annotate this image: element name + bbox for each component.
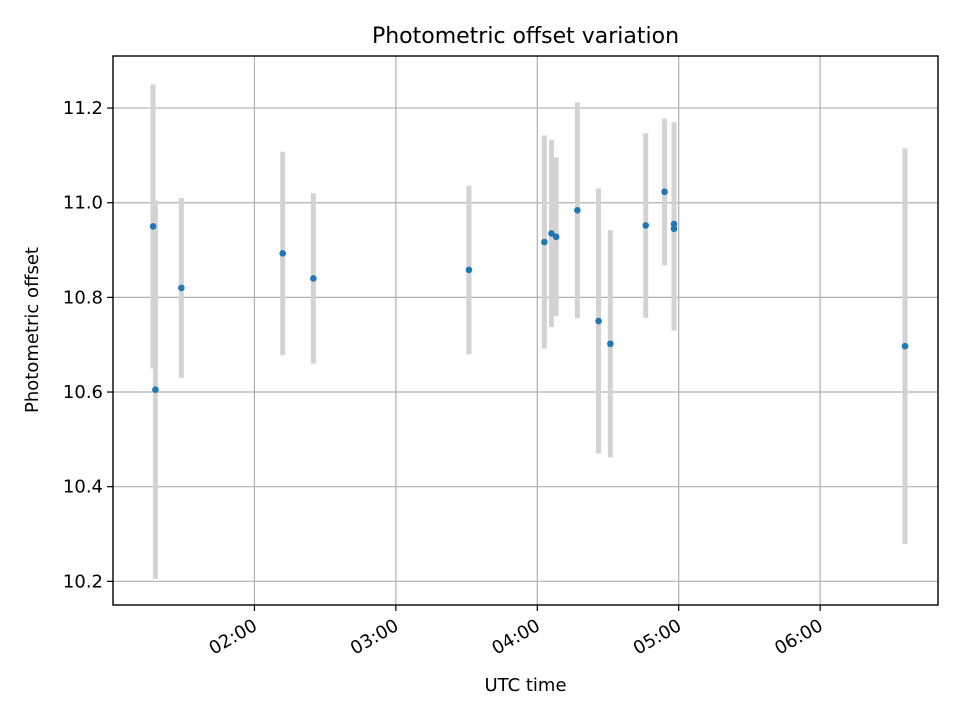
y-tick-label: 10.8	[63, 287, 103, 308]
data-point	[670, 220, 678, 228]
data-point	[548, 230, 555, 237]
y-tick-label: 11.0	[63, 193, 103, 214]
y-tick-label: 10.2	[63, 571, 103, 592]
axis-ticks: 02:00 03:00 04:00 05:00 06:00 10.2 10.4 10.6 10.…	[63, 98, 827, 659]
plot-frame	[112, 55, 939, 606]
data-point	[152, 386, 159, 393]
x-tick-label: 04:00	[488, 615, 543, 659]
data-point	[661, 188, 668, 196]
y-tick-label: 10.4	[63, 477, 103, 498]
data-point	[574, 206, 581, 214]
data-point	[670, 225, 678, 233]
y-tick-label: 10.6	[63, 382, 103, 403]
data-point	[279, 250, 287, 257]
grid	[113, 56, 938, 605]
data-point	[607, 340, 614, 348]
data-point	[541, 238, 548, 246]
x-tick-label: 06:00	[771, 615, 826, 659]
x-tick-label: 02:00	[206, 615, 261, 659]
x-tick-label: 03:00	[347, 615, 402, 659]
y-tick-label: 11.2	[63, 98, 103, 119]
data-point	[149, 223, 157, 230]
data-point	[178, 284, 185, 292]
data-point	[552, 233, 560, 241]
x-axis-label: UTC time	[484, 675, 566, 696]
data-point	[642, 222, 650, 229]
data-point	[901, 342, 909, 350]
data-point	[465, 266, 473, 274]
y-axis-label: Photometric offset	[22, 247, 43, 413]
chart-title: Photometric offset variation	[372, 24, 679, 49]
x-tick-label: 05:00	[630, 615, 685, 659]
data-point	[595, 317, 602, 325]
data-points	[149, 188, 909, 393]
data-point	[310, 275, 317, 282]
error-bars	[150, 84, 908, 579]
